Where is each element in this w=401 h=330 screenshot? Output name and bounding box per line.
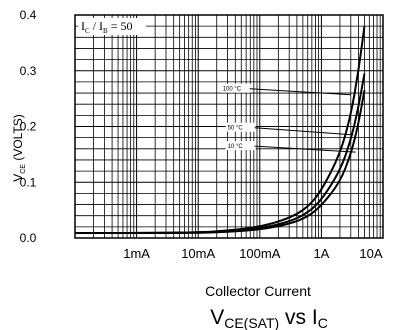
y-tick-labels: 0.0 0.1 0.2 0.3 0.4 [20,8,37,245]
svg-text:IC / IB = 50: IC / IB = 50 [81,19,132,35]
y-tick-label: 0.3 [20,64,37,78]
data-curves [74,25,366,234]
x-tick-labels: 1mA 10mA 100mA 1A 10A [123,246,383,261]
x-tick-label: 10mA [181,246,215,261]
annotation-label: 50 °C [228,126,244,132]
annotations: 100 °C 50 °C 10 °C [220,83,356,153]
y-tick-label: 0.2 [20,120,37,134]
x-tick-label: 1A [313,246,329,261]
chart-title: VCE(SAT) vs IC [210,306,328,330]
y-tick-label: 0.4 [20,8,37,22]
annotation-leader-line [249,88,351,96]
y-tick-label: 0.0 [20,231,37,245]
x-tick-label: 1mA [123,246,150,261]
annotation-background [225,141,256,151]
annotation-background [225,122,256,132]
y-tick-label: 0.1 [20,175,37,189]
x-tick-label: 10A [359,246,382,261]
annotation-leader-line [254,145,356,153]
grid-lines [75,15,383,238]
y-axis-label: VCE (VOLTS) [11,114,27,182]
annotation-label: 100 °C [223,87,242,93]
condition-label: IC / IB = 50 [78,18,146,35]
x-tick-label: 100mA [239,246,281,261]
annotation-leader-line [254,127,354,136]
x-axis-label: Collector Current [205,283,311,299]
plot-frame [74,14,384,239]
series-curve [74,89,366,234]
annotation-label: 10 °C [228,144,244,150]
annotation-background [220,83,251,93]
